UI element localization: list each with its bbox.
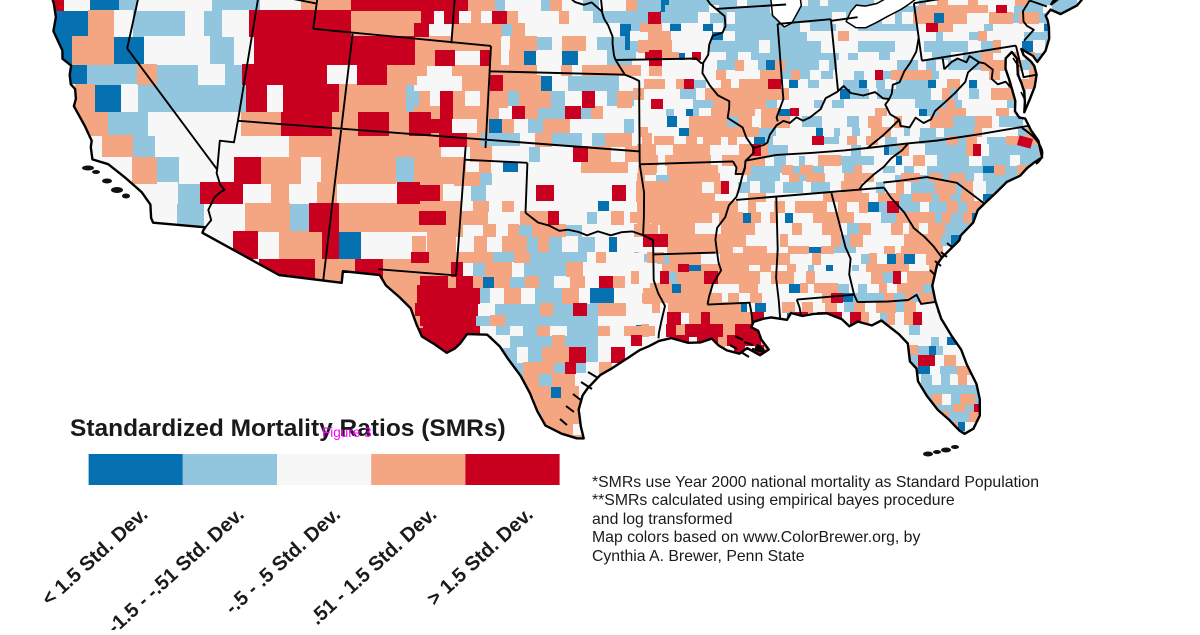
svg-text:Cynthia A. Brewer, Penn State: Cynthia A. Brewer, Penn State [592, 548, 805, 565]
svg-text:**SMRs calculated using empiri: **SMRs calculated using empirical bayes … [592, 492, 955, 509]
svg-text:Standardized Mortality Ratios: Standardized Mortality Ratios (SMRs) [70, 415, 506, 442]
svg-text:Map colors based on www.ColorB: Map colors based on www.ColorBrewer.org,… [592, 529, 920, 546]
svg-text:and log transformed: and log transformed [592, 511, 733, 528]
svg-text:Figure 3: Figure 3 [322, 425, 372, 440]
svg-text:*SMRs use Year 2000 national m: *SMRs use Year 2000 national mortality a… [592, 474, 1039, 491]
